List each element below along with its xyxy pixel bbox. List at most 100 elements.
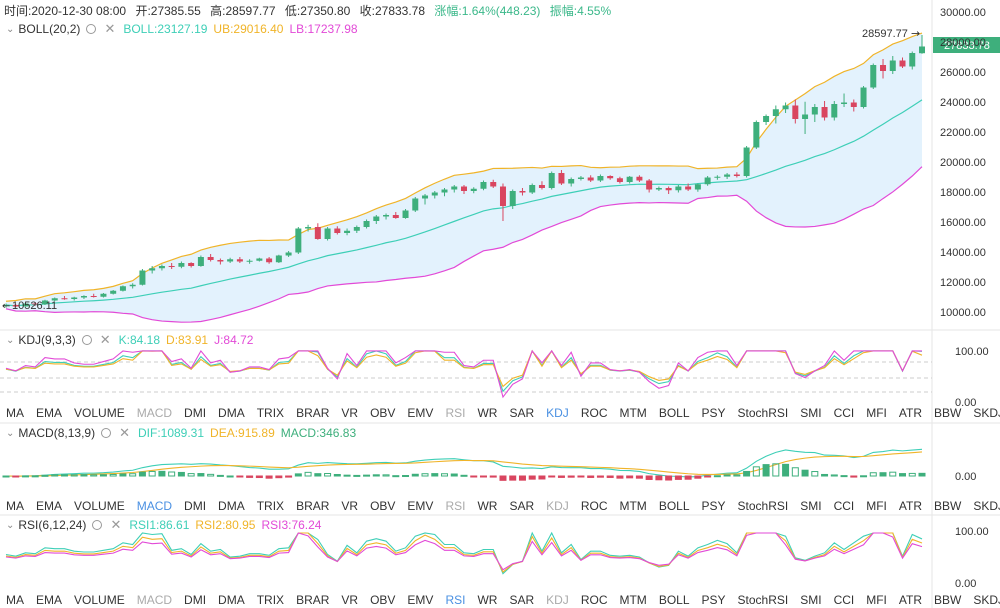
chevron-down-icon[interactable]: ⌄ <box>6 23 15 35</box>
tab-dmi[interactable]: DMI <box>184 593 207 607</box>
tab-mfi[interactable]: MFI <box>866 499 887 513</box>
macd-bar <box>723 474 731 477</box>
tab-emv[interactable]: EMV <box>407 499 434 513</box>
tab-psy[interactable]: PSY <box>701 499 726 513</box>
tab-skdj[interactable]: SKDJ <box>973 499 1000 513</box>
tab-psy[interactable]: PSY <box>701 406 726 420</box>
tab-boll[interactable]: BOLL <box>658 406 690 420</box>
settings-icon[interactable] <box>86 24 97 34</box>
tab-macd[interactable]: MACD <box>136 406 173 420</box>
tab-obv[interactable]: OBV <box>370 406 396 420</box>
tab-macd[interactable]: MACD <box>136 499 173 513</box>
tab-vr[interactable]: VR <box>341 499 359 513</box>
tab-cci[interactable]: CCI <box>833 593 855 607</box>
tab-boll[interactable]: BOLL <box>658 499 690 513</box>
tab-obv[interactable]: OBV <box>370 593 396 607</box>
tab-emv[interactable]: EMV <box>407 406 434 420</box>
tab-trix[interactable]: TRIX <box>256 406 285 420</box>
tab-trix[interactable]: TRIX <box>256 499 285 513</box>
tab-sar[interactable]: SAR <box>509 593 535 607</box>
tab-ma[interactable]: MA <box>6 406 24 420</box>
tab-cci[interactable]: CCI <box>833 499 855 513</box>
tab-stochrsi[interactable]: StochRSI <box>737 406 789 420</box>
close-icon[interactable]: ✕ <box>110 517 122 532</box>
tab-brar[interactable]: BRAR <box>296 593 330 607</box>
tab-kdj[interactable]: KDJ <box>546 593 569 607</box>
tab-roc[interactable]: ROC <box>580 593 608 607</box>
tab-ma[interactable]: MA <box>6 593 24 607</box>
tab-sar[interactable]: SAR <box>509 499 535 513</box>
close-icon[interactable]: ✕ <box>119 425 130 440</box>
tab-dma[interactable]: DMA <box>218 406 245 420</box>
change-text: 涨幅:1.64%(448.23) <box>434 4 541 18</box>
macd-bar <box>772 463 780 477</box>
tab-roc[interactable]: ROC <box>580 499 608 513</box>
tab-ema[interactable]: EMA <box>36 593 63 607</box>
tab-vr[interactable]: VR <box>341 406 359 420</box>
tab-rsi[interactable]: RSI <box>445 593 466 607</box>
chevron-down-icon[interactable]: ⌄ <box>6 427 15 439</box>
tab-rsi[interactable]: RSI <box>445 406 466 420</box>
tab-cci[interactable]: CCI <box>833 406 855 420</box>
tab-dmi[interactable]: DMI <box>184 406 207 420</box>
tab-wr[interactable]: WR <box>477 406 498 420</box>
tab-volume[interactable]: VOLUME <box>74 593 125 607</box>
boll-name[interactable]: BOLL(20,2) <box>18 22 81 36</box>
tab-sar[interactable]: SAR <box>509 406 535 420</box>
tab-ema[interactable]: EMA <box>36 499 63 513</box>
close-icon[interactable]: ✕ <box>104 21 116 36</box>
tab-stochrsi[interactable]: StochRSI <box>737 593 789 607</box>
tab-trix[interactable]: TRIX <box>256 593 285 607</box>
tab-smi[interactable]: SMI <box>800 593 822 607</box>
tab-vr[interactable]: VR <box>341 593 359 607</box>
tab-bbw[interactable]: BBW <box>934 499 962 513</box>
tab-atr[interactable]: ATR <box>898 593 923 607</box>
tab-skdj[interactable]: SKDJ <box>973 406 1000 420</box>
tab-mtm[interactable]: MTM <box>619 499 647 513</box>
tab-boll[interactable]: BOLL <box>658 593 690 607</box>
tab-mtm[interactable]: MTM <box>619 593 647 607</box>
tab-ema[interactable]: EMA <box>36 406 63 420</box>
chevron-down-icon[interactable]: ⌄ <box>6 334 15 346</box>
tab-mfi[interactable]: MFI <box>866 593 887 607</box>
tab-mtm[interactable]: MTM <box>619 406 647 420</box>
tab-skdj[interactable]: SKDJ <box>973 593 1000 607</box>
tab-roc[interactable]: ROC <box>580 406 608 420</box>
settings-icon[interactable] <box>101 428 112 438</box>
tab-mfi[interactable]: MFI <box>866 406 887 420</box>
tab-kdj[interactable]: KDJ <box>546 406 569 420</box>
tab-rsi[interactable]: RSI <box>445 499 466 513</box>
tab-smi[interactable]: SMI <box>800 406 822 420</box>
chevron-down-icon[interactable]: ⌄ <box>6 519 15 531</box>
tab-bbw[interactable]: BBW <box>934 593 962 607</box>
candle-body <box>831 104 838 118</box>
tab-volume[interactable]: VOLUME <box>74 499 125 513</box>
tab-brar[interactable]: BRAR <box>296 499 330 513</box>
tab-wr[interactable]: WR <box>477 499 498 513</box>
tab-smi[interactable]: SMI <box>800 499 822 513</box>
tab-obv[interactable]: OBV <box>370 499 396 513</box>
tab-emv[interactable]: EMV <box>407 593 434 607</box>
tab-stochrsi[interactable]: StochRSI <box>737 499 789 513</box>
tab-wr[interactable]: WR <box>477 593 498 607</box>
tab-dmi[interactable]: DMI <box>184 499 207 513</box>
tab-kdj[interactable]: KDJ <box>546 499 569 513</box>
tab-dma[interactable]: DMA <box>218 593 245 607</box>
macd-bar <box>860 475 868 478</box>
tab-volume[interactable]: VOLUME <box>74 406 125 420</box>
kdj-name[interactable]: KDJ(9,3,3) <box>18 333 76 347</box>
settings-icon[interactable] <box>81 335 92 345</box>
tab-atr[interactable]: ATR <box>898 499 923 513</box>
close-icon[interactable]: ✕ <box>99 332 111 347</box>
tab-bbw[interactable]: BBW <box>934 406 962 420</box>
tab-psy[interactable]: PSY <box>701 593 726 607</box>
rsi-name[interactable]: RSI(6,12,24) <box>18 518 87 532</box>
tab-atr[interactable]: ATR <box>898 406 923 420</box>
settings-icon[interactable] <box>92 520 103 530</box>
tab-dma[interactable]: DMA <box>218 499 245 513</box>
macd-name[interactable]: MACD(8,13,9) <box>18 426 96 440</box>
tab-brar[interactable]: BRAR <box>296 406 330 420</box>
tab-macd[interactable]: MACD <box>136 593 173 607</box>
tab-ma[interactable]: MA <box>6 499 24 513</box>
